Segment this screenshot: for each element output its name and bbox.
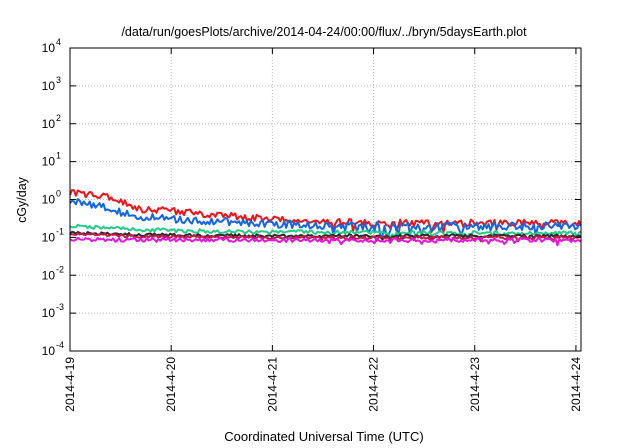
x-axis: 2014-4-19 2014-4-20 2014-4-21 2014-4-22 2014…: [63, 48, 583, 412]
series-line-4: [69, 230, 582, 241]
y-tick-label-exponent: -3: [56, 302, 64, 312]
y-axis-label: cGy/day: [15, 176, 29, 223]
y-tick-label: 10: [42, 117, 56, 131]
x-tick-label: 2014-4-21: [265, 357, 279, 412]
y-tick-label: 10: [42, 230, 56, 244]
x-tick-label: 2014-4-23: [468, 357, 482, 412]
y-tick-label: 10: [42, 193, 56, 207]
x-tick-label: 2014-4-19: [63, 357, 77, 412]
y-tick-label-exponent: 3: [56, 75, 61, 85]
x-tick-label: 2014-4-22: [367, 357, 381, 412]
y-tick-label-exponent: 1: [56, 151, 61, 161]
y-tick-label-exponent: 2: [56, 113, 61, 123]
series-line-3: [69, 223, 582, 239]
x-tick-label: 2014-4-20: [164, 357, 178, 412]
y-tick-label: 10: [42, 306, 56, 320]
y-tick-label: 10: [42, 41, 56, 55]
y-tick-label-exponent: 4: [56, 37, 61, 47]
chart-title: /data/run/goesPlots/archive/2014-04-24/0…: [121, 25, 527, 39]
y-tick-label-exponent: -2: [56, 264, 64, 274]
series-line-5: [69, 232, 582, 243]
y-tick-label: 10: [42, 155, 56, 169]
x-axis-label: Coordinated Universal Time (UTC): [224, 429, 423, 444]
y-tick-label: 10: [42, 79, 56, 93]
series-line-6: [69, 236, 582, 247]
y-tick-label-exponent: 0: [56, 189, 61, 199]
series-line-2: [69, 198, 582, 237]
y-tick-label-exponent: -4: [56, 340, 64, 350]
y-tick-label: 10: [42, 268, 56, 282]
series-line-1: [69, 189, 582, 234]
y-tick-label: 10: [42, 344, 56, 358]
series-layer: [69, 189, 582, 247]
x-tick-label: 2014-4-24: [569, 357, 583, 412]
y-tick-label-exponent: -1: [56, 226, 64, 236]
grid: [70, 48, 581, 351]
